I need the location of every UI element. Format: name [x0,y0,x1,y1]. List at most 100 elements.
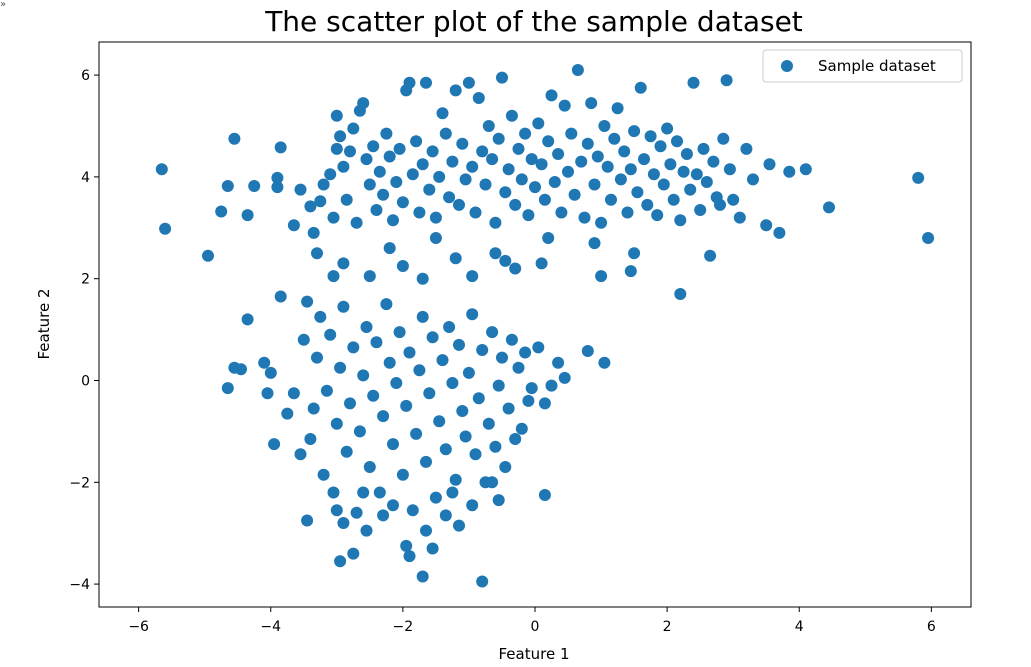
legend-marker [781,60,793,72]
data-point [482,417,495,430]
y-tick-label: 4 [81,170,90,186]
x-tick-label: −2 [393,619,414,635]
data-point [221,180,234,192]
data-point [922,232,935,244]
data-point [215,205,228,218]
data-point [380,298,393,311]
data-point [641,198,654,211]
data-point [360,524,373,537]
data-point [529,181,541,194]
data-point [538,489,551,501]
data-point [496,351,508,364]
y-tick-label: −4 [69,577,90,593]
data-point [396,260,409,272]
data-point [334,555,347,568]
data-point [588,178,601,191]
data-point [281,407,294,420]
data-point [509,198,522,211]
data-point [287,387,300,400]
data-point [363,461,376,473]
data-point [390,377,403,389]
data-point [344,145,356,158]
data-point [462,76,475,89]
data-point [717,132,730,145]
data-point [449,84,462,97]
data-point [344,397,356,410]
data-point [783,165,796,178]
data-points [155,64,935,588]
data-point [383,356,396,369]
data-point [327,486,340,499]
data-point [446,377,459,389]
data-point [449,473,462,486]
data-point [406,504,419,517]
data-point [439,509,452,522]
x-tick-label: 4 [795,619,804,635]
data-point [327,211,340,224]
data-point [294,183,307,196]
data-point [370,204,383,216]
data-point [449,252,462,265]
data-point [380,127,393,140]
data-point [618,145,631,158]
data-point [423,387,436,400]
data-point [416,570,429,583]
data-point [644,130,657,143]
data-point [588,237,601,250]
data-point [446,155,459,168]
data-point [433,415,446,428]
data-point [773,226,786,239]
data-point [628,247,641,260]
data-point [221,382,234,395]
data-point [519,346,532,359]
data-point [330,109,343,122]
data-point [297,333,310,346]
data-point [664,158,677,171]
data-point [301,514,314,527]
data-point [357,97,370,110]
data-point [538,193,551,206]
data-point [657,178,670,191]
data-point [595,216,608,229]
data-point [502,402,515,415]
data-point [476,344,489,356]
data-point [667,193,680,206]
data-point [562,165,574,178]
data-point [350,506,363,519]
data-point [393,142,406,155]
data-point [515,422,528,435]
data-point [429,232,442,244]
data-point [707,155,720,168]
data-point [453,338,465,351]
y-tick-label: 2 [81,272,90,288]
data-point [453,519,465,532]
data-point [429,211,442,224]
data-point [456,405,469,417]
data-point [578,211,591,224]
data-point [555,206,568,219]
data-point [654,140,667,153]
data-point [403,346,416,359]
legend: Sample dataset [762,49,963,83]
data-point [661,122,674,135]
data-point [912,171,925,184]
data-point [677,165,690,178]
data-point [314,195,327,208]
data-point [235,363,247,376]
data-point [628,125,641,138]
data-point [674,288,687,300]
data-point [436,107,449,120]
data-point [274,141,287,154]
data-point [581,345,594,357]
data-point [429,491,442,504]
data-point [482,120,495,132]
data-point [505,333,518,346]
corner-mark: » [0,0,7,10]
data-point [367,389,380,402]
data-point [334,130,347,143]
data-point [406,168,419,181]
data-point [337,160,350,173]
data-point [377,188,390,201]
data-point [489,247,502,260]
